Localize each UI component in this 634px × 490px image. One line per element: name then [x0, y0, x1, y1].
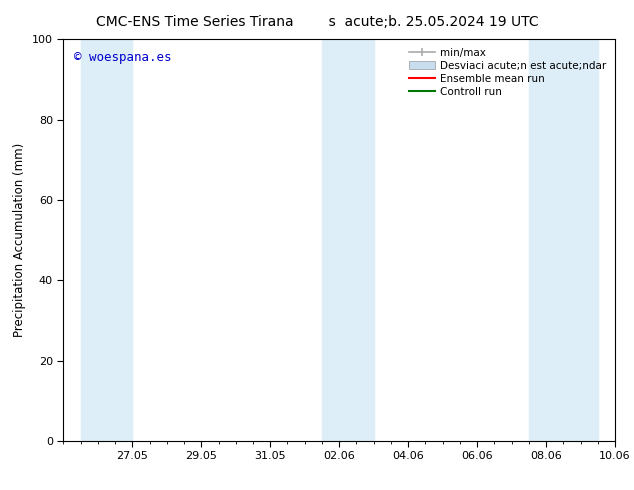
Legend: min/max, Desviaci acute;n est acute;ndar, Ensemble mean run, Controll run: min/max, Desviaci acute;n est acute;ndar…	[406, 45, 610, 100]
Y-axis label: Precipitation Accumulation (mm): Precipitation Accumulation (mm)	[13, 143, 27, 337]
Text: © woespana.es: © woespana.es	[74, 51, 172, 64]
Text: CMC-ENS Time Series Tirana        s  acute;b. 25.05.2024 19 UTC: CMC-ENS Time Series Tirana s acute;b. 25…	[96, 15, 538, 29]
Bar	[529, 39, 598, 441]
Bar	[81, 39, 133, 441]
Bar	[322, 39, 373, 441]
